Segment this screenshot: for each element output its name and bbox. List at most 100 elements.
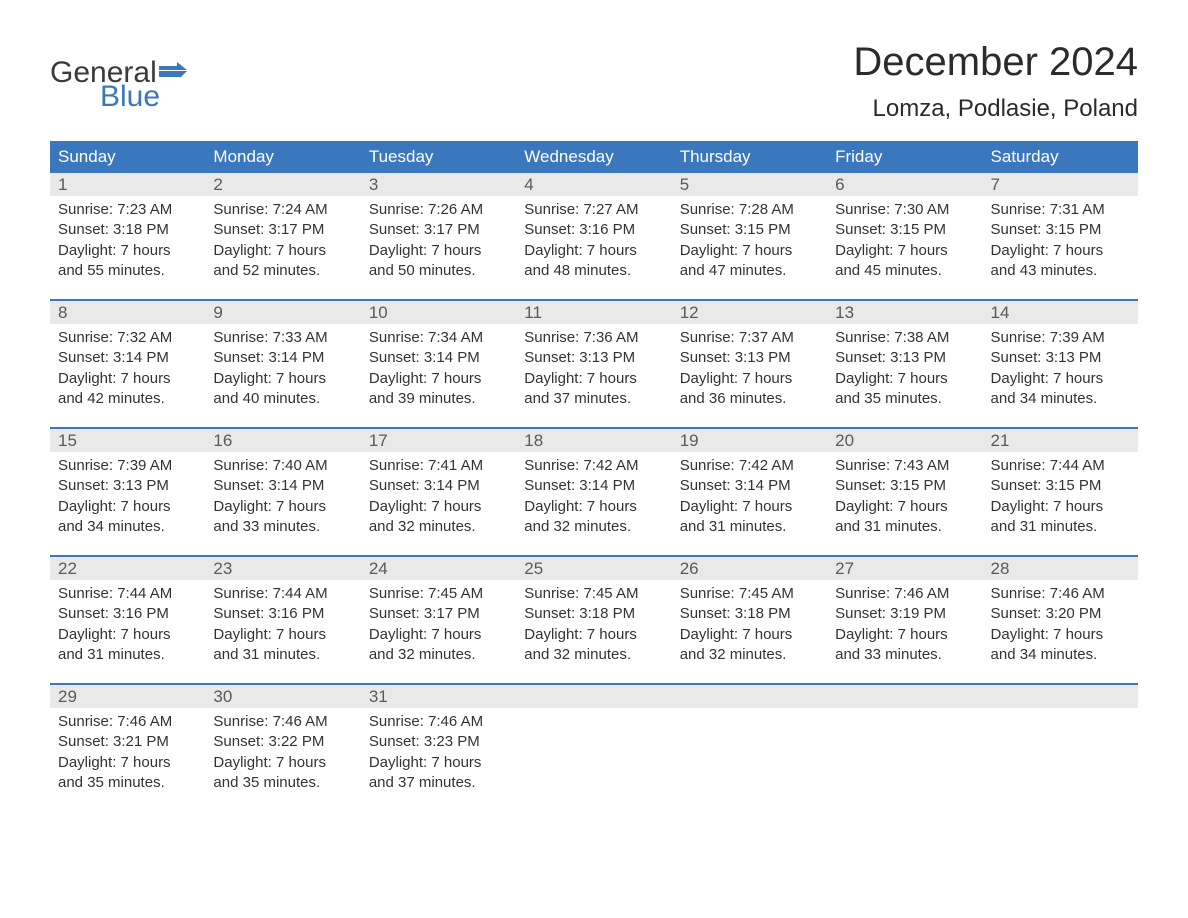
- day-sunset: Sunset: 3:14 PM: [213, 348, 352, 368]
- day-sunset: Sunset: 3:19 PM: [835, 604, 974, 624]
- day-sunrise: Sunrise: 7:46 AM: [991, 584, 1130, 604]
- title-block: December 2024 Lomza, Podlasie, Poland: [853, 40, 1138, 123]
- day-cell: Sunrise: 7:41 AMSunset: 3:14 PMDaylight:…: [361, 452, 516, 555]
- day-sunset: Sunset: 3:16 PM: [213, 604, 352, 624]
- day-dl1: Daylight: 7 hours: [58, 753, 197, 773]
- day-dl2: and 43 minutes.: [991, 261, 1130, 281]
- day-content-row: Sunrise: 7:44 AMSunset: 3:16 PMDaylight:…: [50, 580, 1138, 683]
- day-cell: Sunrise: 7:42 AMSunset: 3:14 PMDaylight:…: [672, 452, 827, 555]
- day-sunset: Sunset: 3:18 PM: [58, 220, 197, 240]
- day-content-row: Sunrise: 7:46 AMSunset: 3:21 PMDaylight:…: [50, 708, 1138, 811]
- day-sunset: Sunset: 3:13 PM: [680, 348, 819, 368]
- daynum-row: 1234567: [50, 173, 1138, 196]
- day-sunset: Sunset: 3:22 PM: [213, 732, 352, 752]
- day-cell: Sunrise: 7:38 AMSunset: 3:13 PMDaylight:…: [827, 324, 982, 427]
- day-sunrise: Sunrise: 7:46 AM: [835, 584, 974, 604]
- day-dl2: and 48 minutes.: [524, 261, 663, 281]
- day-header-monday: Monday: [205, 141, 360, 173]
- day-cell: Sunrise: 7:34 AMSunset: 3:14 PMDaylight:…: [361, 324, 516, 427]
- day-cell: Sunrise: 7:46 AMSunset: 3:20 PMDaylight:…: [983, 580, 1138, 683]
- calendar-week: 15161718192021Sunrise: 7:39 AMSunset: 3:…: [50, 427, 1138, 555]
- day-dl1: Daylight: 7 hours: [213, 625, 352, 645]
- day-dl1: Daylight: 7 hours: [835, 625, 974, 645]
- day-header-friday: Friday: [827, 141, 982, 173]
- day-number: [672, 685, 827, 708]
- day-dl2: and 34 minutes.: [991, 389, 1130, 409]
- day-cell: Sunrise: 7:33 AMSunset: 3:14 PMDaylight:…: [205, 324, 360, 427]
- day-sunrise: Sunrise: 7:46 AM: [58, 712, 197, 732]
- day-cell: Sunrise: 7:45 AMSunset: 3:18 PMDaylight:…: [672, 580, 827, 683]
- day-cell: Sunrise: 7:36 AMSunset: 3:13 PMDaylight:…: [516, 324, 671, 427]
- day-sunset: Sunset: 3:15 PM: [680, 220, 819, 240]
- day-dl1: Daylight: 7 hours: [680, 241, 819, 261]
- day-sunrise: Sunrise: 7:44 AM: [58, 584, 197, 604]
- day-sunset: Sunset: 3:13 PM: [58, 476, 197, 496]
- day-number: [827, 685, 982, 708]
- day-header-row: Sunday Monday Tuesday Wednesday Thursday…: [50, 141, 1138, 173]
- month-title: December 2024: [853, 40, 1138, 85]
- day-sunset: Sunset: 3:16 PM: [524, 220, 663, 240]
- day-number: 25: [516, 557, 671, 580]
- day-header-tuesday: Tuesday: [361, 141, 516, 173]
- day-number: 29: [50, 685, 205, 708]
- day-number: 10: [361, 301, 516, 324]
- day-dl2: and 33 minutes.: [835, 645, 974, 665]
- day-number: 21: [983, 429, 1138, 452]
- day-sunrise: Sunrise: 7:38 AM: [835, 328, 974, 348]
- daynum-row: 15161718192021: [50, 429, 1138, 452]
- day-sunset: Sunset: 3:14 PM: [680, 476, 819, 496]
- day-dl1: Daylight: 7 hours: [369, 625, 508, 645]
- day-cell: Sunrise: 7:27 AMSunset: 3:16 PMDaylight:…: [516, 196, 671, 299]
- day-cell: Sunrise: 7:46 AMSunset: 3:22 PMDaylight:…: [205, 708, 360, 811]
- day-sunrise: Sunrise: 7:40 AM: [213, 456, 352, 476]
- day-number: 7: [983, 173, 1138, 196]
- day-dl1: Daylight: 7 hours: [991, 497, 1130, 517]
- day-number: 12: [672, 301, 827, 324]
- day-sunset: Sunset: 3:20 PM: [991, 604, 1130, 624]
- day-number: 22: [50, 557, 205, 580]
- day-sunrise: Sunrise: 7:39 AM: [58, 456, 197, 476]
- day-dl2: and 32 minutes.: [369, 517, 508, 537]
- day-number: 28: [983, 557, 1138, 580]
- day-number: 11: [516, 301, 671, 324]
- day-cell: Sunrise: 7:24 AMSunset: 3:17 PMDaylight:…: [205, 196, 360, 299]
- day-number: 3: [361, 173, 516, 196]
- logo-word-2: Blue: [100, 82, 187, 112]
- day-sunset: Sunset: 3:17 PM: [369, 220, 508, 240]
- day-sunset: Sunset: 3:13 PM: [835, 348, 974, 368]
- day-sunset: Sunset: 3:15 PM: [991, 476, 1130, 496]
- day-dl1: Daylight: 7 hours: [680, 625, 819, 645]
- day-header-wednesday: Wednesday: [516, 141, 671, 173]
- day-dl2: and 34 minutes.: [58, 517, 197, 537]
- day-cell: Sunrise: 7:39 AMSunset: 3:13 PMDaylight:…: [50, 452, 205, 555]
- logo: General Blue: [50, 40, 187, 112]
- day-number: 2: [205, 173, 360, 196]
- day-number: 6: [827, 173, 982, 196]
- day-cell: Sunrise: 7:46 AMSunset: 3:23 PMDaylight:…: [361, 708, 516, 811]
- day-sunset: Sunset: 3:15 PM: [991, 220, 1130, 240]
- day-number: 14: [983, 301, 1138, 324]
- day-cell: [983, 708, 1138, 811]
- day-cell: [672, 708, 827, 811]
- day-sunset: Sunset: 3:14 PM: [369, 348, 508, 368]
- day-dl2: and 31 minutes.: [213, 645, 352, 665]
- day-dl1: Daylight: 7 hours: [58, 625, 197, 645]
- day-sunset: Sunset: 3:17 PM: [369, 604, 508, 624]
- day-sunrise: Sunrise: 7:45 AM: [369, 584, 508, 604]
- day-dl2: and 36 minutes.: [680, 389, 819, 409]
- day-dl1: Daylight: 7 hours: [524, 497, 663, 517]
- day-header-saturday: Saturday: [983, 141, 1138, 173]
- day-sunrise: Sunrise: 7:41 AM: [369, 456, 508, 476]
- daynum-row: 293031: [50, 685, 1138, 708]
- day-number: 13: [827, 301, 982, 324]
- day-sunrise: Sunrise: 7:36 AM: [524, 328, 663, 348]
- day-dl1: Daylight: 7 hours: [369, 753, 508, 773]
- day-dl1: Daylight: 7 hours: [991, 625, 1130, 645]
- calendar-body: 1234567Sunrise: 7:23 AMSunset: 3:18 PMDa…: [50, 173, 1138, 811]
- day-number: 31: [361, 685, 516, 708]
- day-dl2: and 40 minutes.: [213, 389, 352, 409]
- day-sunrise: Sunrise: 7:46 AM: [369, 712, 508, 732]
- day-dl1: Daylight: 7 hours: [213, 497, 352, 517]
- day-sunset: Sunset: 3:21 PM: [58, 732, 197, 752]
- day-number: 18: [516, 429, 671, 452]
